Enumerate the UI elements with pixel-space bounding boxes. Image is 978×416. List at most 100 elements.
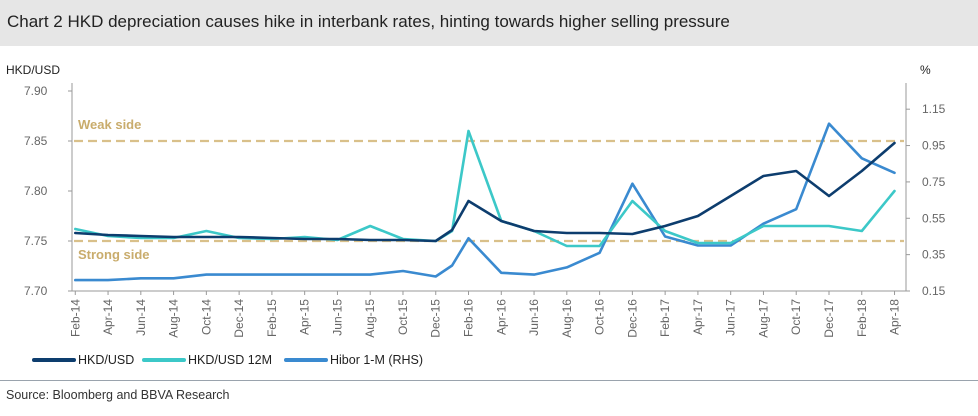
series-point bbox=[631, 182, 634, 185]
band-annotation: Weak side bbox=[78, 117, 141, 132]
series-point bbox=[172, 277, 175, 280]
series-point bbox=[762, 222, 765, 225]
series-point bbox=[762, 175, 765, 177]
series-point bbox=[434, 240, 437, 242]
series-point bbox=[369, 273, 372, 276]
x-tick-label: Dec-15 bbox=[429, 299, 443, 338]
series-point bbox=[336, 238, 339, 240]
series-point bbox=[795, 225, 798, 227]
x-tick-label: Feb-16 bbox=[462, 299, 476, 337]
series-point bbox=[467, 237, 470, 240]
series-point bbox=[402, 239, 404, 241]
series-point bbox=[402, 270, 404, 272]
series-point bbox=[533, 230, 535, 232]
series-point bbox=[369, 225, 372, 227]
series-point bbox=[893, 190, 896, 192]
x-tick-label: Apr-16 bbox=[494, 299, 508, 335]
x-tick-label: Aug-14 bbox=[167, 299, 181, 338]
band-layer: Weak side Strong side bbox=[74, 117, 904, 262]
series-point bbox=[500, 220, 503, 222]
y-right-tick-label: 0.95 bbox=[922, 139, 946, 153]
y-right-tick-label: 1.15 bbox=[922, 102, 946, 116]
series-point bbox=[107, 279, 109, 281]
y-right-tick-label: 0.35 bbox=[922, 248, 946, 262]
series-point bbox=[107, 234, 109, 236]
x-tick-label: Apr-14 bbox=[101, 299, 115, 335]
series-point bbox=[729, 242, 732, 244]
x-tick-label: Oct-17 bbox=[789, 299, 803, 335]
series-point bbox=[795, 208, 798, 211]
series-point bbox=[598, 245, 601, 247]
chart-title: Chart 2 HKD depreciation causes hike in … bbox=[7, 12, 730, 31]
x-tick-label: Feb-17 bbox=[658, 299, 672, 337]
series-point bbox=[860, 157, 863, 160]
x-tick-label: Feb-18 bbox=[855, 299, 869, 337]
series-point bbox=[303, 238, 306, 240]
series-point bbox=[664, 235, 666, 238]
series-hibor-line bbox=[74, 122, 896, 282]
y-right-tick-label: 0.75 bbox=[922, 175, 946, 189]
series-point bbox=[893, 142, 896, 144]
x-tick-label: Aug-15 bbox=[363, 299, 377, 338]
x-tick-label: Oct-14 bbox=[199, 299, 213, 335]
y-left-tick-label: 7.80 bbox=[24, 184, 48, 198]
legend-label: HKD/USD 12M bbox=[188, 353, 272, 367]
y-axis-right-label: % bbox=[920, 63, 931, 77]
series-point bbox=[828, 225, 830, 227]
source-separator bbox=[0, 380, 978, 381]
series-point bbox=[631, 233, 634, 235]
series-point bbox=[139, 277, 142, 280]
series-point bbox=[565, 232, 568, 234]
series-point bbox=[205, 273, 208, 276]
chart-canvas: HKD/USD % 7.70 7.75 7.80 7.85 7.90 0.15 0.35 0.55… bbox=[6, 63, 946, 367]
series-point bbox=[565, 245, 568, 247]
x-tick-label: Jun-17 bbox=[724, 299, 738, 336]
x-tick-label: Jun-15 bbox=[330, 299, 344, 336]
y-left-tick-label: 7.75 bbox=[24, 234, 48, 248]
x-tick-label: Apr-18 bbox=[888, 299, 902, 335]
series-point bbox=[205, 230, 208, 232]
series-point bbox=[74, 279, 77, 281]
series-point bbox=[467, 130, 470, 132]
x-tick-label: Apr-17 bbox=[691, 299, 705, 335]
x-tick-label: Aug-16 bbox=[560, 299, 574, 338]
series-point bbox=[828, 122, 830, 125]
y-axis-left-label: HKD/USD bbox=[6, 63, 60, 77]
source-note: Source: Bloomberg and BBVA Research bbox=[6, 388, 230, 402]
series-point bbox=[303, 236, 306, 238]
series-point bbox=[336, 273, 339, 276]
series-point bbox=[664, 225, 666, 227]
series-point bbox=[74, 232, 77, 234]
x-tick-label: Jun-16 bbox=[527, 299, 541, 336]
x-tick-label: Feb-15 bbox=[265, 299, 279, 337]
series-layer bbox=[74, 122, 896, 282]
series-point bbox=[451, 264, 453, 267]
series-point bbox=[434, 275, 437, 278]
series-point bbox=[565, 266, 568, 269]
axes-layer: HKD/USD % 7.70 7.75 7.80 7.85 7.90 0.15 0.35 0.55… bbox=[6, 63, 946, 338]
x-tick-label: Oct-16 bbox=[593, 299, 607, 335]
series-point bbox=[238, 273, 241, 276]
series-point bbox=[729, 244, 732, 247]
series-point bbox=[303, 273, 306, 276]
series-point bbox=[74, 228, 77, 230]
series-point bbox=[762, 225, 765, 227]
x-tick-label: Dec-17 bbox=[822, 299, 836, 338]
series-point bbox=[139, 235, 142, 237]
series-point bbox=[271, 273, 273, 276]
series-point bbox=[664, 230, 666, 232]
series-point bbox=[533, 273, 535, 276]
series-point bbox=[729, 195, 732, 197]
series-point bbox=[500, 271, 503, 274]
y-right-tick-label: 0.15 bbox=[922, 284, 946, 298]
x-tick-label: Apr-15 bbox=[298, 299, 312, 335]
series-point bbox=[697, 244, 699, 247]
x-tick-label: Jun-14 bbox=[134, 299, 148, 336]
series-point bbox=[828, 195, 830, 197]
series-point bbox=[598, 251, 601, 254]
series-point bbox=[860, 170, 863, 172]
series-point bbox=[172, 236, 175, 238]
series-point bbox=[631, 200, 634, 202]
y-left-tick-label: 7.85 bbox=[24, 134, 48, 148]
series-point bbox=[238, 236, 241, 238]
